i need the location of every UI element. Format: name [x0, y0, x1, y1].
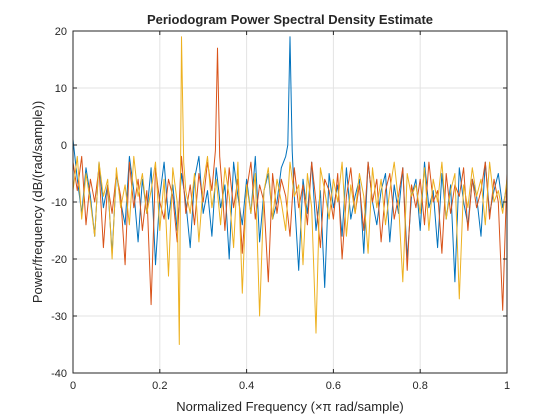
series-line-2	[72, 47, 508, 311]
y-tick-label: -40	[51, 368, 67, 380]
x-tick-label: 0.8	[413, 380, 428, 392]
x-tick-label: 0.6	[326, 380, 341, 392]
chart-title: Periodogram Power Spectral Density Estim…	[147, 12, 433, 27]
y-axis-label: Power/frequency (dB/(rad/sample))	[30, 101, 45, 303]
x-tick-label: 0	[70, 380, 76, 392]
series-layer	[72, 36, 508, 345]
y-tick-label: 0	[61, 140, 67, 152]
y-tick-label: -30	[51, 311, 67, 323]
y-tick-label: 10	[55, 83, 67, 95]
x-axis-label: Normalized Frequency (×π rad/sample)	[176, 399, 404, 414]
x-tick-label: 0.4	[239, 380, 254, 392]
axis-ticks: 0 0.2 0.4 0.6 0.8 1 -40 -30 -20 -10 0 10 20	[51, 26, 510, 392]
y-tick-label: -10	[51, 197, 67, 209]
x-tick-label: 0.2	[152, 380, 167, 392]
y-tick-label: -20	[51, 254, 67, 266]
series-line-3	[72, 36, 508, 345]
x-tick-label: 1	[504, 380, 510, 392]
y-tick-label: 20	[55, 26, 67, 38]
